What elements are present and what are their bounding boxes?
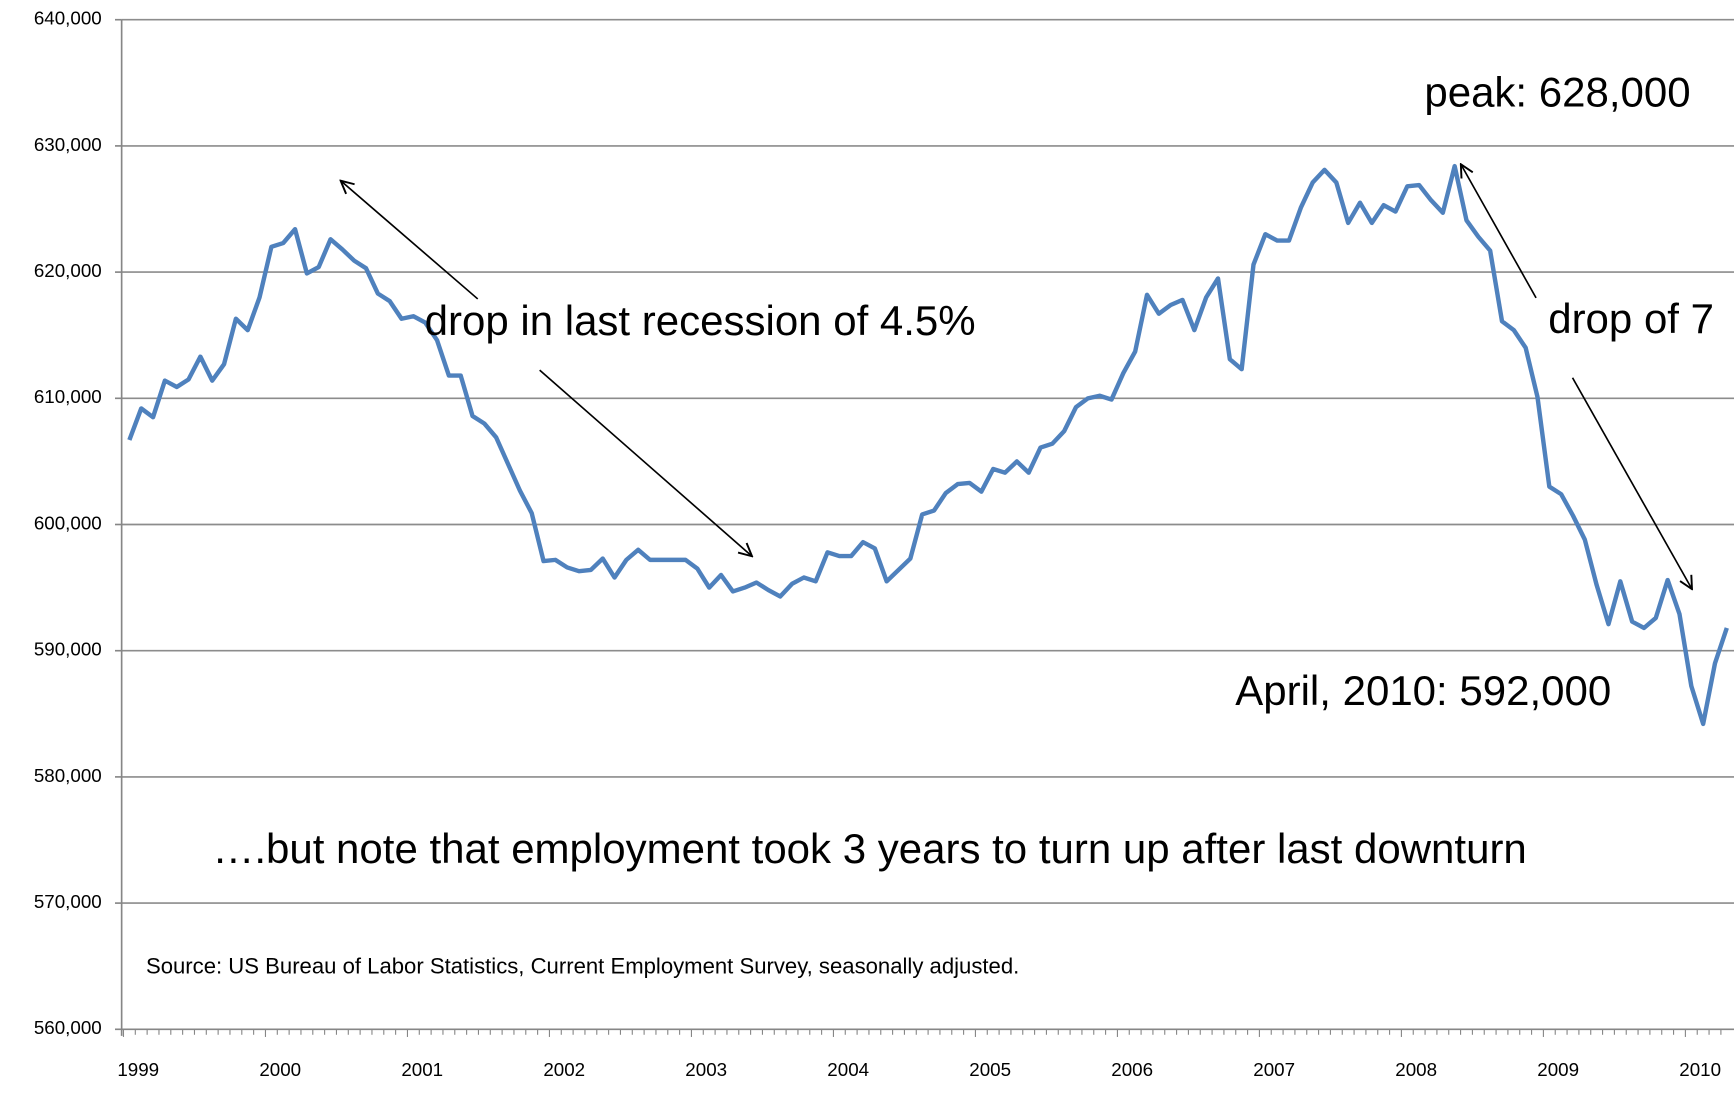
x-tick-label: 2002 xyxy=(543,1059,585,1080)
source-note: Source: US Bureau of Labor Statistics, C… xyxy=(146,954,1019,979)
y-tick-label: 570,000 xyxy=(34,891,102,912)
x-tick-label: 2001 xyxy=(401,1059,443,1080)
y-tick-label: 640,000 xyxy=(34,8,102,29)
annotation: April, 2010: 592,000 xyxy=(1235,667,1611,714)
y-tick-label: 610,000 xyxy=(34,386,102,407)
y-tick-label: 630,000 xyxy=(34,134,102,155)
x-tick-label: 2006 xyxy=(1111,1059,1153,1080)
y-tick-label: 580,000 xyxy=(34,765,102,786)
y-tick-label: 620,000 xyxy=(34,260,102,281)
arrow xyxy=(539,369,752,556)
arrow xyxy=(1571,377,1692,589)
y-tick-label: 590,000 xyxy=(34,639,102,660)
y-tick-label: 600,000 xyxy=(34,513,102,534)
annotation: peak: 628,000 xyxy=(1424,68,1690,115)
grid: 560,000 570,000 580,000 590,000 600,000 610,0… xyxy=(34,8,1734,1038)
x-tick-label: 2003 xyxy=(685,1059,727,1080)
x-tick-label: 2010 xyxy=(1679,1059,1721,1080)
annotation: ….but note that employment took 3 years … xyxy=(212,825,1526,872)
arrow xyxy=(341,181,479,300)
annotation: drop in last recession of 4.5% xyxy=(425,297,976,344)
x-tick-label: 2008 xyxy=(1395,1059,1437,1080)
annotation: drop of 7 xyxy=(1548,295,1714,342)
x-tick-label: 2009 xyxy=(1537,1059,1579,1080)
x-tick-label: 2004 xyxy=(827,1059,869,1080)
x-tick-label: 1999 xyxy=(117,1059,159,1080)
x-tick-label: 2000 xyxy=(259,1059,301,1080)
arrow xyxy=(1461,164,1537,299)
x-tick-label: 2007 xyxy=(1253,1059,1295,1080)
x-ticks: 1999 2000 2001 2002 2003 2004 2005 2006 2007 2008… xyxy=(117,1029,1722,1080)
plot xyxy=(127,163,1729,727)
data-line xyxy=(127,163,1729,727)
x-tick-label: 2005 xyxy=(969,1059,1011,1080)
y-tick-label: 560,000 xyxy=(34,1017,102,1038)
